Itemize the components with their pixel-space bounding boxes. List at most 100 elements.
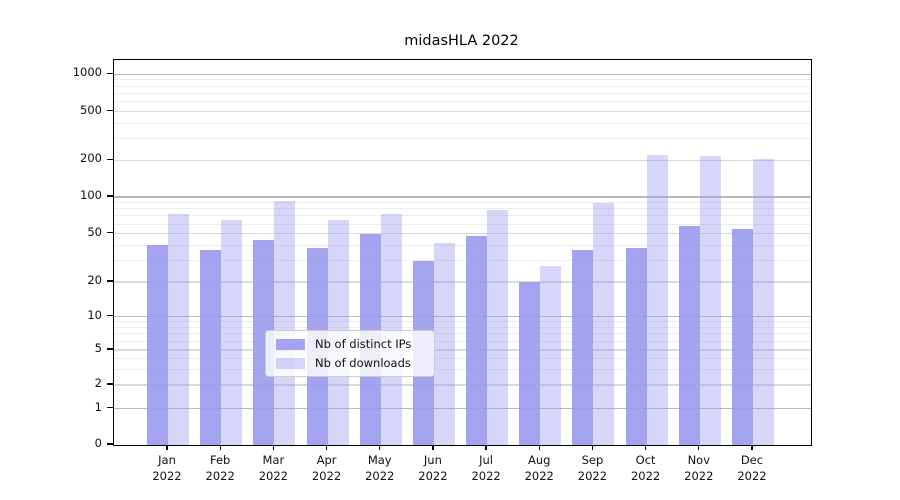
x-tick-mark-sep	[591, 445, 594, 450]
x-tick-text: Nov	[687, 453, 711, 467]
x-tick-mark-jun	[432, 445, 434, 450]
gridline-20	[114, 281, 811, 283]
legend-entry-distinct-ips: Nb of distinct IPs	[276, 337, 424, 351]
y-tick-mark-2	[107, 383, 113, 385]
gridline-100	[114, 196, 811, 198]
x-tick-text: Jan	[158, 453, 176, 467]
x-tick-mark-oct	[645, 445, 647, 450]
gridline-minor-30	[114, 260, 811, 262]
x-tick-mark-jan	[166, 445, 168, 450]
y-tick-label-1: 1	[94, 399, 102, 414]
x-tick-label-feb: Feb 2022	[188, 452, 252, 484]
bar-distinct-ips-sep	[572, 249, 594, 445]
gridline-minor-80	[114, 208, 811, 210]
chart-title: midasHLA 2022	[404, 33, 519, 49]
x-tick-text: 2022	[311, 469, 342, 483]
bar-downloads-jun	[433, 242, 455, 445]
y-tick-label-0: 0	[94, 436, 102, 450]
legend-swatch-downloads	[276, 357, 305, 369]
y-tick-mark-50	[107, 232, 113, 234]
x-tick-text: 2022	[471, 469, 501, 483]
gridline-minor-700	[114, 93, 811, 95]
x-tick-mark-apr	[325, 445, 328, 450]
y-tick-mark-0	[107, 443, 113, 445]
y-tick-mark-500	[107, 110, 113, 112]
x-tick-text: Mar	[262, 453, 285, 467]
gridline-200	[114, 159, 811, 161]
legend-entry-downloads: Nb of downloads	[276, 356, 424, 370]
y-tick-label-100: 100	[80, 188, 102, 202]
bar-distinct-ips-feb	[200, 249, 222, 445]
x-tick-text: Aug	[528, 453, 551, 467]
y-tick-label-200: 200	[80, 151, 102, 166]
y-tick-label-50: 50	[87, 224, 102, 239]
x-tick-label-apr: Apr 2022	[295, 452, 359, 484]
bar-distinct-ips-aug	[519, 282, 541, 445]
gridline-1	[114, 407, 811, 410]
x-tick-mark-may	[379, 445, 381, 450]
gridline-minor-9	[114, 321, 811, 323]
x-tick-label-mar: Mar 2022	[241, 452, 305, 484]
bar-distinct-ips-jan	[147, 245, 168, 445]
gridline-50	[114, 233, 811, 235]
x-tick-mark-mar	[272, 445, 275, 450]
gridline-minor-800	[114, 85, 811, 87]
bar-downloads-may	[380, 213, 402, 445]
x-tick-label-nov: Nov 2022	[667, 452, 731, 484]
bar-downloads-jan	[168, 214, 189, 445]
y-tick-label-5: 5	[94, 341, 102, 355]
bar-downloads-dec	[752, 158, 774, 445]
gridline-2	[114, 384, 811, 386]
x-tick-text: Jun	[423, 453, 442, 467]
x-tick-label-oct: Oct 2022	[614, 452, 678, 484]
gridline-5	[114, 349, 811, 351]
y-tick-mark-1000	[107, 72, 113, 74]
bar-downloads-nov	[699, 156, 721, 445]
x-tick-text: 2022	[630, 469, 661, 483]
x-tick-text: Dec	[740, 453, 764, 467]
x-tick-text: 2022	[684, 469, 714, 483]
gridline-minor-4	[114, 358, 811, 360]
x-tick-text: 2022	[152, 469, 182, 483]
gridline-500	[114, 111, 811, 113]
x-tick-mark-nov	[698, 445, 700, 450]
gridline-10	[114, 315, 811, 318]
y-tick-label-20: 20	[87, 273, 102, 287]
gridline-minor-40	[114, 244, 811, 246]
x-tick-mark-aug	[538, 445, 540, 450]
y-tick-mark-10	[107, 315, 113, 317]
gridline-minor-3	[114, 369, 811, 370]
legend: Nb of distinct IPs Nb of downloads	[265, 330, 435, 377]
legend-label-downloads: Nb of downloads	[315, 356, 411, 370]
gridline-1000	[114, 73, 811, 76]
bar-downloads-aug	[540, 266, 562, 445]
x-tick-text: Oct	[635, 453, 656, 467]
x-tick-label-jul: Jul 2022	[454, 452, 518, 484]
bar-downloads-mar	[274, 200, 296, 445]
plot-area	[113, 59, 812, 446]
gridline-minor-8	[114, 326, 811, 328]
x-tick-text: 2022	[205, 469, 235, 483]
bar-distinct-ips-mar	[253, 240, 275, 445]
bar-distinct-ips-dec	[731, 228, 753, 445]
bar-downloads-oct	[646, 155, 668, 445]
x-tick-label-sep: Sep 2022	[560, 452, 624, 484]
gridline-minor-600	[114, 101, 811, 103]
x-tick-label-aug: Aug 2022	[507, 452, 571, 484]
x-tick-label-dec: Dec 2022	[720, 452, 784, 484]
gridline-minor-900	[114, 79, 811, 81]
x-tick-mark-jul	[485, 445, 487, 450]
bar-downloads-sep	[593, 203, 615, 445]
y-tick-label-2: 2	[94, 376, 102, 390]
x-tick-label-jan: Jan 2022	[135, 452, 199, 484]
x-tick-text: 2022	[524, 469, 554, 483]
y-tick-mark-1	[107, 407, 113, 409]
x-tick-text: 2022	[418, 469, 448, 483]
y-tick-label-1000: 1000	[72, 65, 102, 80]
x-tick-text: Sep	[581, 453, 604, 467]
bar-distinct-ips-nov	[678, 225, 700, 445]
x-tick-text: 2022	[258, 469, 288, 483]
x-tick-text: Jul	[479, 453, 494, 467]
bar-downloads-jul	[487, 210, 509, 445]
x-tick-text: 2022	[365, 469, 395, 483]
